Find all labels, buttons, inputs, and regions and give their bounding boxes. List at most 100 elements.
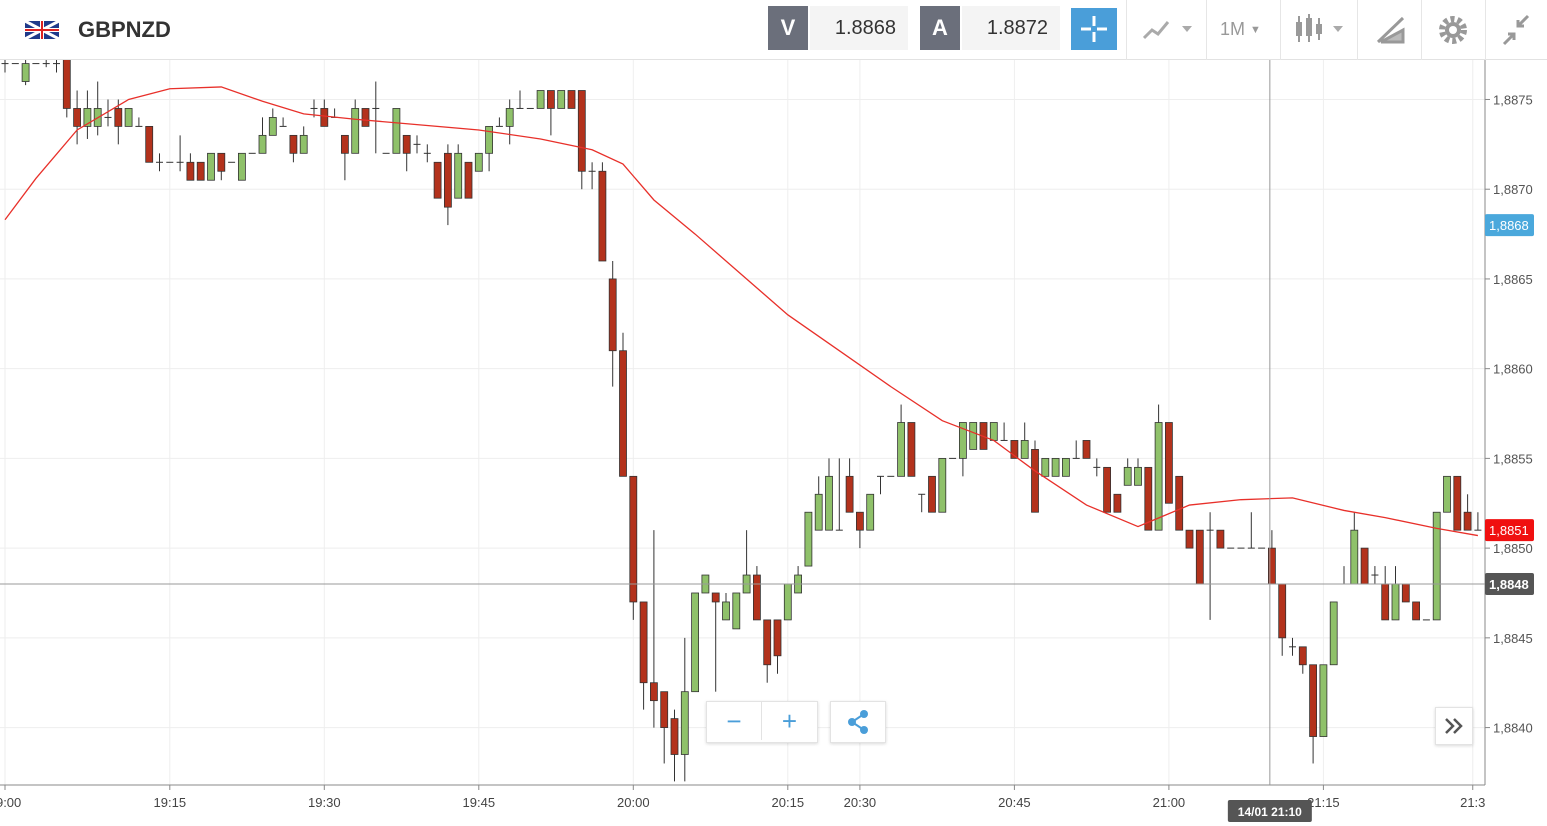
candle-body — [464, 161, 473, 199]
x-tick-label: 20:15 — [772, 795, 805, 810]
candle-body — [1113, 493, 1122, 513]
zoom-in-button[interactable]: + — [781, 706, 798, 736]
crosshair-x-box — [1227, 800, 1312, 822]
candle-body — [340, 134, 349, 154]
candle-body — [928, 475, 936, 513]
candle-body — [608, 278, 617, 352]
candle-body — [938, 457, 947, 513]
candle-body — [207, 152, 215, 181]
candle-body — [1165, 422, 1173, 504]
candle-body — [567, 90, 576, 109]
candle-body — [1185, 529, 1194, 549]
crosshair-y-label: 1,8848 — [1489, 577, 1529, 592]
price-marker — [1485, 519, 1534, 542]
flag-icon — [25, 21, 59, 39]
candle-body — [289, 134, 298, 154]
chart-type-button[interactable] — [1142, 8, 1194, 50]
candle-body — [897, 422, 905, 477]
candle-body — [711, 592, 720, 603]
grid — [0, 60, 1485, 785]
bid-button[interactable]: V — [768, 6, 808, 50]
candles-icon — [1296, 14, 1343, 42]
crosshair-x-label: 14/01 21:10 — [1238, 805, 1302, 819]
x-tick-label: 21:15 — [1307, 795, 1340, 810]
candle-body — [825, 475, 833, 531]
candle-body — [1134, 466, 1142, 486]
axes: 1,8840 1,8845 1,8850 1,8855 1,8860 1,8865 1,88… — [0, 60, 1534, 822]
candle-body — [320, 108, 329, 127]
y-tick-label: 1,8850 — [1493, 541, 1533, 556]
candles-button[interactable] — [1293, 8, 1345, 50]
candle-body — [124, 108, 133, 127]
candle-body — [433, 161, 442, 199]
x-tick-label: 20:30 — [844, 795, 877, 810]
ask-button[interactable]: A — [920, 6, 960, 50]
candle-body — [732, 592, 741, 630]
candle-body — [773, 619, 782, 657]
candle-body — [1412, 601, 1420, 621]
settings-icon — [1439, 16, 1467, 44]
candle-body — [1051, 457, 1060, 477]
candle-body — [680, 691, 689, 755]
draw-button[interactable] — [1375, 8, 1407, 50]
zoom-out-button[interactable]: − — [707, 702, 762, 740]
candle-body — [1401, 583, 1410, 603]
timeframe: 1M — [1220, 19, 1246, 39]
candle-body — [1216, 529, 1225, 549]
candle-body — [1278, 583, 1287, 639]
price-marker-label: 1,8868 — [1489, 218, 1529, 233]
y-tick-label: 1,8865 — [1493, 272, 1533, 287]
candle-body — [196, 161, 205, 181]
candle-body — [557, 90, 566, 109]
candle-body — [1020, 440, 1029, 459]
candle-body — [186, 161, 195, 181]
candle-body — [1319, 664, 1328, 737]
candle-body — [299, 134, 308, 154]
candle-body — [1432, 511, 1441, 621]
candle-body — [1123, 466, 1132, 486]
candle-body — [83, 108, 92, 127]
candle-body — [1463, 511, 1472, 531]
candle-body — [1010, 440, 1019, 459]
candle-body — [1298, 646, 1307, 666]
candle-body — [1329, 601, 1338, 666]
candle-body — [145, 125, 154, 163]
y-tick-label: 1,8855 — [1493, 451, 1533, 466]
separator — [1421, 0, 1422, 60]
candle-body — [660, 691, 669, 728]
candle-body — [650, 682, 658, 702]
candle-body — [1175, 475, 1184, 531]
x-tick-label: 21:00 — [1153, 795, 1186, 810]
candle-body — [783, 583, 792, 621]
candle-body — [804, 511, 813, 567]
candle-body — [443, 152, 452, 208]
crosshair-icon — [1081, 16, 1107, 42]
candle-body — [351, 108, 360, 154]
x-tick-label: 20:00 — [617, 795, 650, 810]
candle-body — [763, 619, 772, 666]
separator — [1206, 0, 1207, 60]
timeframe-button[interactable]: 1M ▼ — [1220, 19, 1261, 39]
candle-body — [1103, 466, 1111, 513]
toolbar: GBPNZD V 1.8868 A 1.8872 1M ▼ — [0, 0, 1547, 60]
settings-button[interactable] — [1437, 8, 1469, 50]
candle-body — [114, 108, 123, 127]
collapse-button[interactable] — [1500, 8, 1532, 50]
y-tick-label: 1,8860 — [1493, 362, 1533, 377]
scroll-right-button[interactable] — [1435, 707, 1473, 745]
candle-body — [361, 108, 370, 127]
candle-body — [1350, 529, 1359, 585]
bid-price: 1.8868 — [810, 6, 908, 50]
x-tick-label: 20:45 — [998, 795, 1031, 810]
candle-body — [392, 108, 401, 154]
share-button[interactable] — [830, 701, 886, 743]
candle-body — [753, 574, 761, 621]
candle-body — [485, 125, 494, 154]
candle-body — [969, 422, 978, 450]
crosshair-button[interactable] — [1071, 8, 1117, 50]
candle-body — [1144, 466, 1153, 531]
zoom-controls: − + — [706, 701, 818, 743]
x-tick-label: 19:30 — [308, 795, 341, 810]
